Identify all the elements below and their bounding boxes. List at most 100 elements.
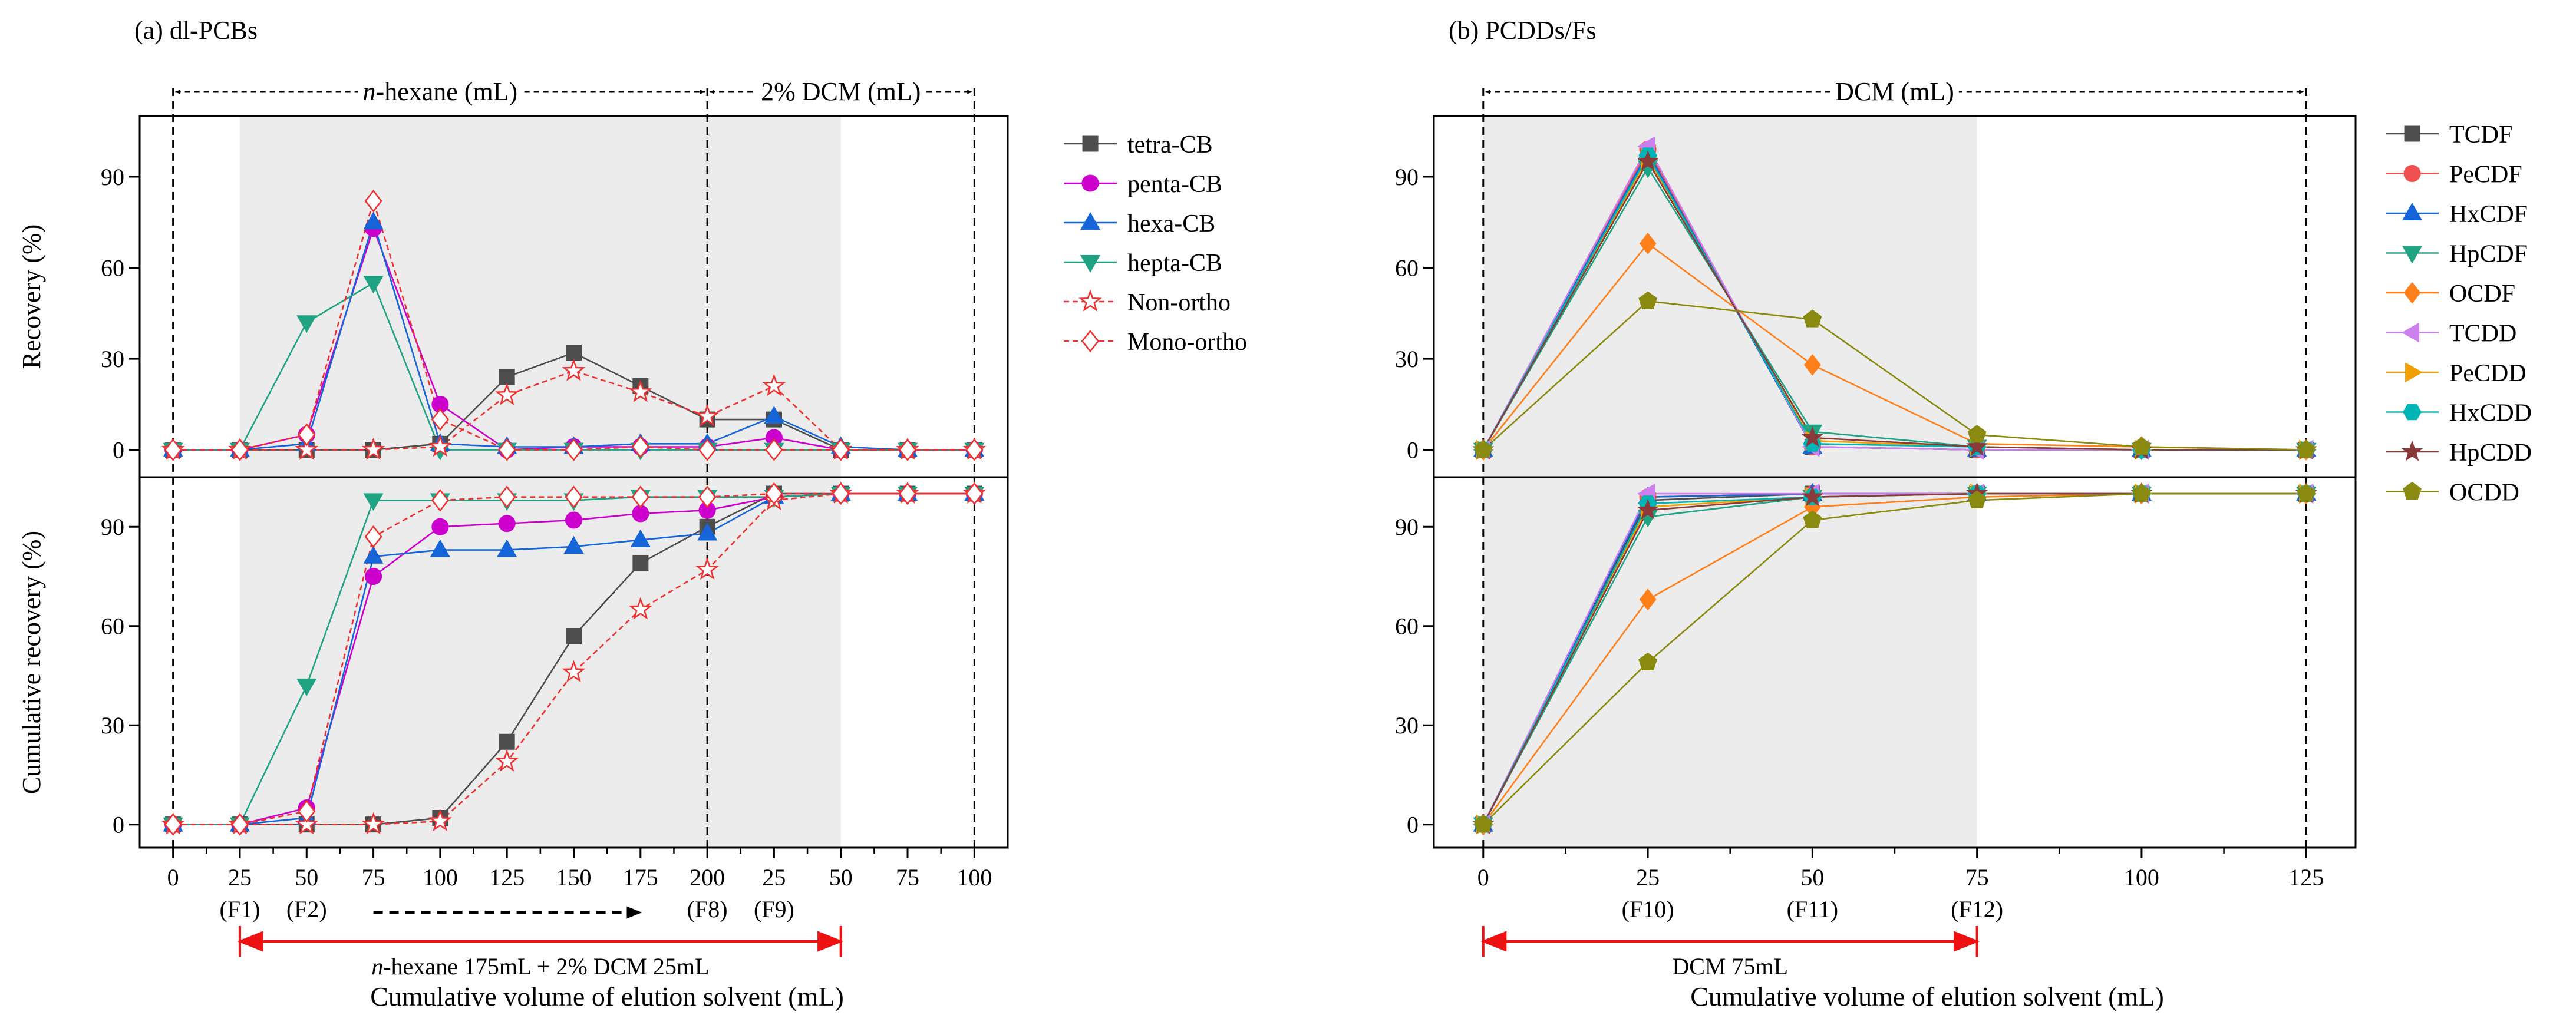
legend-marker-OCDD: [2403, 481, 2422, 500]
cumulative-point-HpCDD-2: [1801, 485, 1823, 507]
legend-label-hexa-CB: hexa-CB: [1127, 210, 1215, 237]
fraction-label-F9: (F9): [754, 896, 794, 922]
cumulative-point-tetra-CB-6: [566, 628, 582, 644]
recovery-point-Mono-ortho-10: [832, 438, 850, 461]
legend-label-OCDF: OCDF: [2449, 280, 2515, 307]
recovery-point-HpCDD-3: [1966, 435, 1988, 457]
legend-label-PeCDF: PeCDF: [2449, 161, 2522, 189]
cumulative-point-Mono-ortho-9: [765, 482, 783, 505]
x-tick-label-4: 100: [423, 864, 458, 891]
cumulative-point-penta-CB-6: [565, 511, 583, 529]
recovery-point-Mono-ortho-11: [898, 438, 917, 461]
fraction-label-F8: (F8): [687, 896, 728, 922]
legend-label-tetra-CB: tetra-CB: [1127, 131, 1213, 158]
cumulative-point-Non-ortho-4: [428, 809, 452, 831]
cumulative-point-Mono-ortho-10: [832, 482, 850, 505]
x-axis-label: Cumulative volume of elution solvent (mL…: [1690, 981, 2164, 1011]
legend: tetra-CB penta-CB hexa-CB hepta-CB Non-ortho…: [1064, 131, 1247, 356]
panel-a-title: (a) dl-PCBs: [134, 16, 258, 45]
y-tick-label-top-30: 30: [101, 346, 124, 372]
cumulative-point-OCDD-1: [1638, 652, 1657, 670]
recovery-point-HpCDD-1: [1637, 150, 1659, 171]
recovery-line-OCDD: [1482, 300, 2307, 451]
x-tick-label-3: 75: [1965, 864, 1989, 891]
x-tick-label-2: 50: [1800, 864, 1824, 891]
recovery-point-Mono-ortho-4: [431, 408, 449, 431]
solvent-label-1: 2% DCM (mL): [761, 77, 921, 106]
bracket-label-italic: n: [371, 953, 383, 980]
legend-label-HxCDF: HxCDF: [2449, 201, 2528, 228]
cumulative-point-hexa-CB-5: [497, 539, 517, 557]
recovery-point-Non-ortho-6: [562, 358, 586, 381]
cumulative-point-Non-ortho-8: [695, 557, 720, 580]
y-tick-label-bottom-60: 60: [101, 613, 124, 640]
legend-marker-PeCDD: [2405, 362, 2423, 383]
legend-marker-tetra-CB: [1082, 135, 1099, 152]
shaded-region: [1483, 116, 1977, 848]
legend-marker-hexa-CB: [1080, 211, 1101, 230]
cumulative-point-Non-ortho-7: [628, 597, 652, 620]
legend-marker-Mono-ortho: [1081, 329, 1100, 353]
legend-marker-hepta-CB: [1080, 255, 1101, 273]
cumulative-point-HpCDD-1: [1637, 498, 1659, 520]
cumulative-point-Mono-ortho-0: [164, 813, 182, 836]
recovery-point-hexa-CB-9: [764, 405, 784, 424]
legend-label-HxCDD: HxCDD: [2449, 400, 2532, 427]
solvent-label-0: n-hexane (mL): [363, 77, 518, 106]
y-tick-label-top-90: 90: [1395, 164, 1419, 190]
cumulative-point-hepta-CB-3: [363, 493, 384, 511]
y-tick-label-top-0: 0: [113, 437, 124, 464]
x-tick-label-3: 75: [362, 864, 385, 891]
cumulative-point-Non-ortho-6: [562, 660, 586, 683]
bracket-label: DCM 75mL: [1672, 953, 1788, 980]
legend-marker-HxCDF: [2402, 202, 2423, 221]
legend: TCDF PeCDF HxCDF HpCDF OCDF TCDD PeCDD HxCDD HpC…: [2386, 121, 2532, 507]
legend-marker-penta-CB: [1081, 174, 1099, 192]
legend-label-TCDF: TCDF: [2449, 121, 2512, 148]
x-tick-label-8: 200: [690, 864, 725, 891]
y-tick-label-top-90: 90: [101, 164, 124, 190]
recovery-point-hexa-CB-3: [363, 211, 384, 230]
recovery-point-OCDF-1: [1639, 232, 1657, 254]
cumulative-point-OCDD-3: [1967, 490, 1987, 508]
solvent-label-italic-0: n: [363, 77, 376, 106]
x-tick-label-12: 100: [956, 864, 992, 891]
x-tick-label-10: 50: [829, 864, 853, 891]
recovery-point-Mono-ortho-2: [298, 423, 316, 447]
cumulative-point-hepta-CB-2: [296, 678, 317, 696]
solvent-label-bg-0: [358, 76, 523, 107]
x-axis-label: Cumulative volume of elution solvent (mL…: [370, 981, 844, 1011]
cumulative-point-Mono-ortho-1: [230, 813, 249, 836]
recovery-point-hepta-CB-2: [296, 315, 317, 333]
recovery-point-Mono-ortho-3: [364, 189, 382, 213]
recovery-point-Mono-ortho-5: [498, 438, 516, 461]
y-tick-label-bottom-90: 90: [1395, 514, 1419, 540]
x-tick-label-2: 50: [295, 864, 318, 891]
legend-label-OCDD: OCDD: [2449, 480, 2519, 507]
cumulative-point-Mono-ortho-5: [498, 485, 516, 508]
fraction-label-F12: (F12): [1951, 896, 2003, 922]
y-axis-label-bottom: Cumulative recovery (%): [17, 531, 46, 794]
solvent-label-0: DCM (mL): [1835, 77, 1954, 106]
legend-label-TCDD: TCDD: [2449, 320, 2516, 348]
recovery-point-Mono-ortho-0: [164, 438, 182, 461]
recovery-point-Non-ortho-8: [695, 404, 720, 426]
legend-label-PeCDD: PeCDD: [2449, 360, 2526, 387]
recovery-point-hepta-CB-3: [363, 276, 384, 294]
y-tick-label-top-30: 30: [1395, 346, 1419, 372]
cumulative-point-penta-CB-5: [498, 515, 516, 533]
recovery-point-OCDD-4: [2132, 437, 2151, 455]
cumulative-point-hexa-CB-4: [430, 539, 450, 557]
recovery-point-OCDD-5: [2297, 439, 2316, 458]
recovery-point-Mono-ortho-7: [631, 435, 649, 458]
x-tick-label-1: 25: [228, 864, 252, 891]
recovery-point-OCDD-0: [1473, 439, 1493, 458]
x-tick-label-6: 150: [556, 864, 592, 891]
y-tick-label-bottom-0: 0: [1407, 812, 1419, 838]
y-tick-label-top-60: 60: [1395, 255, 1419, 282]
recovery-line-HpCDD: [1482, 160, 2307, 451]
legend-marker-OCDF: [2403, 282, 2421, 304]
recovery-point-OCDD-3: [1967, 425, 1987, 443]
legend-label-Non-ortho: Non-ortho: [1127, 289, 1231, 316]
y-axis-label-top: Recovery (%): [17, 224, 46, 369]
